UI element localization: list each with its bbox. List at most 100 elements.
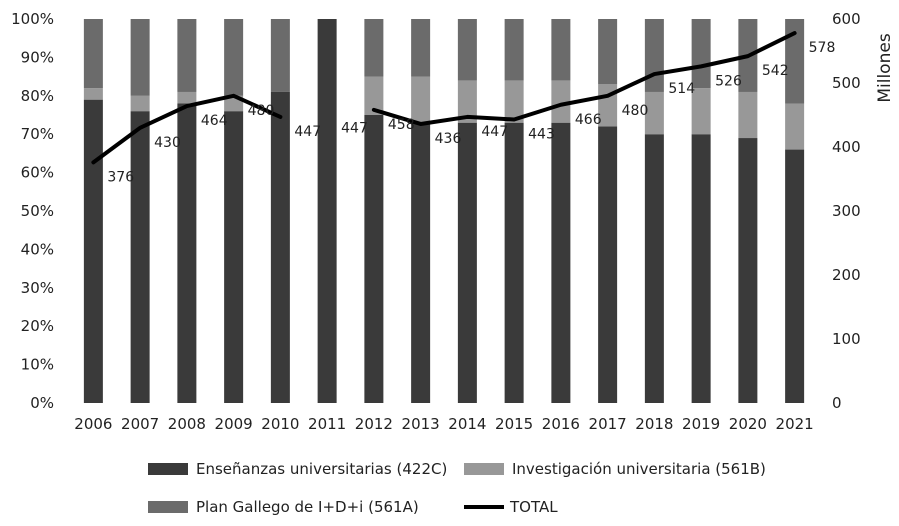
bars-layer: [83, 19, 805, 404]
bar-plan-gallego-de-i-d-i-561a-2021: [785, 19, 805, 104]
left-tick-3: 30%: [21, 279, 54, 297]
total-line-layer: [91, 31, 797, 165]
legend-item-plan-gallego: Plan Gallego de I+D+i (561A): [148, 498, 419, 516]
bar-ensenanzas-universitarias-422c-2019: [691, 134, 711, 403]
bar-plan-gallego-de-i-d-i-561a-2008: [177, 19, 197, 92]
bar-ensenanzas-universitarias-422c-2008: [177, 103, 197, 403]
left-axis-ticks: 0% 10% 20% 30% 40% 50% 60% 70% 80% 90% 100%: [11, 10, 54, 412]
total-label-2015: 443: [528, 126, 555, 142]
bar-investigacion-universitaria-561b-2014: [457, 80, 477, 123]
total-data-labels: 376 430 464 480 447 447 458 436 447 443 466 480 514 5…: [107, 40, 835, 185]
bar-ensenanzas-universitarias-422c-2021: [785, 149, 805, 403]
legend-item-investigacion: Investigación universitaria (561B): [464, 460, 766, 478]
total-label-2006: 376: [107, 169, 134, 185]
bar-ensenanzas-universitarias-422c-2011: [317, 19, 337, 403]
right-tick-0: 0: [832, 394, 842, 412]
x-tick-2015: 2015: [495, 415, 533, 433]
x-tick-2011: 2011: [308, 415, 346, 433]
bar-investigacion-universitaria-561b-2015: [504, 80, 524, 123]
right-tick-400: 400: [832, 138, 861, 156]
bar-investigacion-universitaria-561b-2013: [411, 76, 431, 123]
legend-swatch-investigacion: [464, 463, 504, 475]
x-tick-2010: 2010: [261, 415, 299, 433]
total-label-2013: 436: [435, 131, 462, 147]
x-axis-ticks: 2006 2007 2008 2009 2010 2011 2012 2013 2014 2015…: [74, 415, 813, 433]
x-tick-2006: 2006: [74, 415, 112, 433]
left-tick-1: 10%: [21, 356, 54, 374]
bar-plan-gallego-de-i-d-i-561a-2018: [644, 19, 664, 92]
left-tick-8: 80%: [21, 87, 54, 105]
legend-swatch-ensenanzas: [148, 463, 188, 475]
x-tick-2009: 2009: [215, 415, 253, 433]
legend-label-total: TOTAL: [510, 498, 558, 516]
x-tick-2021: 2021: [776, 415, 814, 433]
bar-ensenanzas-universitarias-422c-2015: [504, 122, 524, 404]
total-line-segment-1: [371, 31, 797, 126]
left-tick-10: 100%: [11, 10, 54, 28]
left-tick-9: 90%: [21, 48, 54, 66]
bar-investigacion-universitaria-561b-2006: [83, 88, 103, 100]
bar-plan-gallego-de-i-d-i-561a-2012: [364, 19, 384, 77]
bar-plan-gallego-de-i-d-i-561a-2013: [411, 19, 431, 77]
stacked-bar-line-chart: 0% 10% 20% 30% 40% 50% 60% 70% 80% 90% 100% 0 100 20…: [11, 10, 895, 433]
bar-ensenanzas-universitarias-422c-2007: [130, 111, 150, 403]
x-tick-2007: 2007: [121, 415, 159, 433]
bar-plan-gallego-de-i-d-i-561a-2015: [504, 19, 524, 81]
right-tick-100: 100: [832, 330, 861, 348]
total-label-2019: 526: [715, 73, 742, 89]
bar-ensenanzas-universitarias-422c-2013: [411, 122, 431, 404]
total-label-2017: 480: [622, 103, 649, 119]
total-label-2014: 447: [481, 124, 508, 140]
total-label-2020: 542: [762, 63, 789, 79]
bar-investigacion-universitaria-561b-2012: [364, 76, 384, 115]
legend-item-total: TOTAL: [464, 498, 558, 516]
bar-ensenanzas-universitarias-422c-2020: [738, 138, 758, 404]
x-tick-2013: 2013: [402, 415, 440, 433]
x-tick-2016: 2016: [542, 415, 580, 433]
bar-investigacion-universitaria-561b-2021: [785, 103, 805, 150]
bar-plan-gallego-de-i-d-i-561a-2007: [130, 19, 150, 96]
bar-plan-gallego-de-i-d-i-561a-2006: [83, 19, 103, 89]
bar-plan-gallego-de-i-d-i-561a-2009: [224, 19, 244, 96]
bar-plan-gallego-de-i-d-i-561a-2010: [270, 19, 290, 92]
left-tick-6: 60%: [21, 164, 54, 182]
legend-swatch-plan-gallego: [148, 501, 188, 513]
total-label-2007: 430: [154, 135, 181, 151]
bar-investigacion-universitaria-561b-2008: [177, 91, 197, 104]
left-tick-4: 40%: [21, 240, 54, 258]
left-tick-0: 0%: [30, 394, 54, 412]
bar-ensenanzas-universitarias-422c-2018: [644, 134, 664, 403]
x-tick-2020: 2020: [729, 415, 767, 433]
total-label-2009: 480: [248, 103, 275, 119]
bar-investigacion-universitaria-561b-2020: [738, 91, 758, 139]
bar-ensenanzas-universitarias-422c-2016: [551, 122, 571, 404]
bar-plan-gallego-de-i-d-i-561a-2019: [691, 19, 711, 89]
left-tick-7: 70%: [21, 125, 54, 143]
total-line-segment-0: [91, 93, 283, 165]
bar-ensenanzas-universitarias-422c-2006: [83, 99, 103, 403]
legend: Enseñanzas universitarias (422C) Investi…: [0, 456, 899, 526]
right-tick-200: 200: [832, 266, 861, 284]
right-axis-title: Millones: [875, 33, 895, 102]
left-tick-5: 50%: [21, 202, 54, 220]
total-label-2011: 447: [341, 120, 368, 136]
x-tick-2018: 2018: [635, 415, 673, 433]
legend-label-investigacion: Investigación universitaria (561B): [512, 460, 766, 478]
bar-ensenanzas-universitarias-422c-2014: [457, 122, 477, 404]
x-tick-2019: 2019: [682, 415, 720, 433]
right-tick-600: 600: [832, 10, 861, 28]
right-tick-300: 300: [832, 202, 861, 220]
bar-ensenanzas-universitarias-422c-2012: [364, 115, 384, 403]
bar-plan-gallego-de-i-d-i-561a-2016: [551, 19, 571, 81]
total-label-2008: 464: [201, 113, 228, 129]
x-tick-2008: 2008: [168, 415, 206, 433]
bar-plan-gallego-de-i-d-i-561a-2017: [598, 19, 618, 85]
bar-investigacion-universitaria-561b-2018: [644, 91, 664, 135]
legend-item-ensenanzas: Enseñanzas universitarias (422C): [148, 460, 447, 478]
legend-label-ensenanzas: Enseñanzas universitarias (422C): [196, 460, 448, 478]
right-axis-ticks: 0 100 200 300 400 500 600: [832, 10, 861, 412]
x-tick-2012: 2012: [355, 415, 393, 433]
bar-ensenanzas-universitarias-422c-2017: [598, 126, 618, 404]
bar-investigacion-universitaria-561b-2016: [551, 80, 571, 123]
total-label-2016: 466: [575, 112, 602, 128]
